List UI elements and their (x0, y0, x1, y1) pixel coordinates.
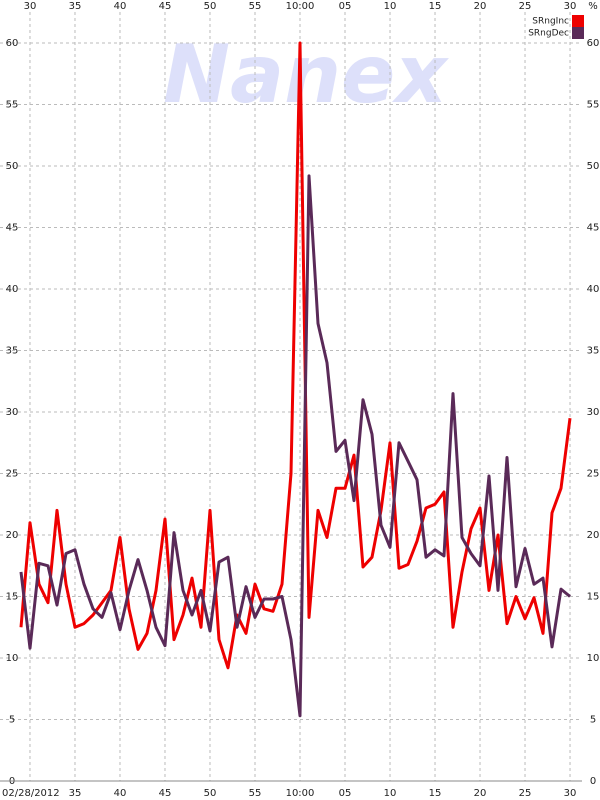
y-tick-label-right: 50 (587, 161, 600, 172)
y-tick-label: 10 (6, 653, 19, 664)
y-tick-label-right: 25 (587, 469, 600, 480)
x-tick-label-top: 50 (204, 1, 217, 12)
x-tick-label: 10 (384, 788, 397, 799)
y-tick-label: 5 (9, 715, 15, 726)
date-label: 02/28/2012 (2, 788, 60, 799)
series-line (19, 41, 572, 670)
x-tick-label: 05 (339, 788, 352, 799)
y-tick-label: 35 (6, 346, 19, 357)
legend-swatch (572, 15, 584, 27)
legend-label: SRngInc (532, 17, 569, 27)
y-tick-label-right: 55 (587, 100, 600, 111)
x-tick-label-top: 10:00 (286, 1, 315, 12)
x-tick-label-top: 15 (429, 1, 442, 12)
y-tick-label-right: 10 (587, 653, 600, 664)
y-tick-label: 30 (6, 407, 19, 418)
y-tick-label-right: 0 (590, 776, 596, 787)
y-tick-label: 40 (6, 284, 19, 295)
x-tick-label: 25 (519, 788, 532, 799)
x-tick-label: 45 (159, 788, 172, 799)
x-tick-label: 30 (564, 788, 577, 799)
y-tick-label-right: 30 (587, 407, 600, 418)
watermark: Nanex (163, 28, 449, 121)
x-tick-label: 20 (474, 788, 487, 799)
x-tick-label-top: 10 (384, 1, 397, 12)
x-tick-label-top: 55 (249, 1, 262, 12)
x-tick-label: 40 (114, 788, 127, 799)
x-tick-label-top: 25 (519, 1, 532, 12)
x-tick-label: 55 (249, 788, 262, 799)
y-tick-label: 25 (6, 469, 19, 480)
x-tick-label-top: 30 (24, 1, 37, 12)
legend-label: SRngDec (528, 29, 569, 39)
x-tick-label-top: 45 (159, 1, 172, 12)
y-tick-label: 60 (6, 38, 19, 49)
x-tick-label: 15 (429, 788, 442, 799)
y-tick-label: 20 (6, 530, 19, 541)
x-tick-label-top: 35 (69, 1, 82, 12)
x-tick-label-top: 05 (339, 1, 352, 12)
y-tick-label-right: 5 (590, 715, 596, 726)
y-tick-label: 15 (6, 592, 19, 603)
y-tick-label-right: 40 (587, 284, 600, 295)
x-tick-label: 50 (204, 788, 217, 799)
legend-swatch (572, 27, 584, 39)
x-tick-label-top: 40 (114, 1, 127, 12)
y-tick-label: 45 (6, 223, 19, 234)
y-unit: % (588, 1, 598, 12)
y-tick-label-right: 15 (587, 592, 600, 603)
y-tick-label-right: 60 (587, 38, 600, 49)
series-line (19, 174, 571, 718)
y-tick-label: 50 (6, 161, 19, 172)
y-tick-label-right: 20 (587, 530, 600, 541)
y-tick-label-right: 35 (587, 346, 600, 357)
y-tick-label-right: 45 (587, 223, 600, 234)
x-tick-label: 35 (69, 788, 82, 799)
x-tick-label-top: 20 (474, 1, 487, 12)
x-tick-label-top: 30 (564, 1, 577, 12)
x-tick-label: 10:00 (286, 788, 315, 799)
y-tick-label: 55 (6, 100, 19, 111)
